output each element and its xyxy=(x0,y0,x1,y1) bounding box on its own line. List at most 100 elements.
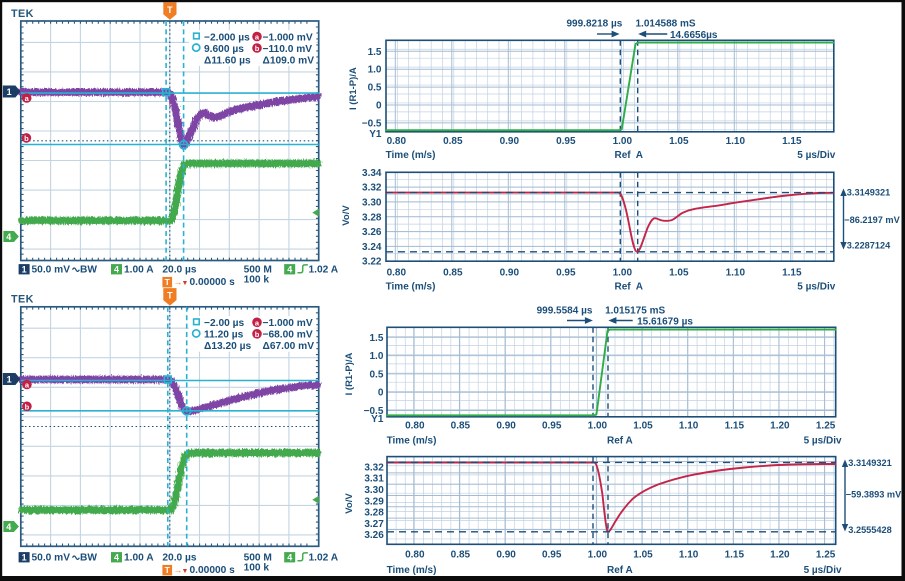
svg-text:0.00000 s: 0.00000 s xyxy=(190,277,236,288)
svg-text:1.00: 1.00 xyxy=(613,136,633,147)
svg-text:1.5: 1.5 xyxy=(369,333,383,344)
svg-text:100 k: 100 k xyxy=(244,274,270,285)
svg-text:BW: BW xyxy=(80,553,97,564)
svg-text:1.05: 1.05 xyxy=(669,136,689,147)
svg-text:3.28: 3.28 xyxy=(362,212,382,223)
svg-text:3.3149321: 3.3149321 xyxy=(848,458,891,468)
svg-text:0.90: 0.90 xyxy=(500,136,520,147)
svg-text:1: 1 xyxy=(7,375,12,385)
svg-text:1.10: 1.10 xyxy=(726,136,746,147)
svg-text:1: 1 xyxy=(22,265,27,275)
svg-text:Δ67.00 mV: Δ67.00 mV xyxy=(263,341,315,352)
svg-text:4: 4 xyxy=(114,553,119,563)
svg-text:50.0 mV: 50.0 mV xyxy=(32,553,71,564)
svg-text:3.30: 3.30 xyxy=(362,197,382,208)
svg-text:3.26: 3.26 xyxy=(364,530,384,541)
svg-text:1.15: 1.15 xyxy=(725,550,745,561)
svg-text:a: a xyxy=(25,94,30,103)
svg-text:Ref A: Ref A xyxy=(615,150,644,161)
svg-text:1.00: 1.00 xyxy=(588,550,608,561)
svg-text:−0.5: −0.5 xyxy=(364,406,384,417)
svg-text:0: 0 xyxy=(376,101,382,112)
svg-text:4: 4 xyxy=(6,232,11,242)
svg-text:1.014588 mS: 1.014588 mS xyxy=(636,19,696,30)
svg-text:500 M: 500 M xyxy=(244,265,272,276)
svg-text:Vo/V: Vo/V xyxy=(341,205,352,226)
svg-text:−1.000 mV: −1.000 mV xyxy=(263,32,313,43)
svg-text:0.5: 0.5 xyxy=(369,369,383,380)
svg-text:3.32: 3.32 xyxy=(362,183,382,194)
svg-text:Y1: Y1 xyxy=(371,414,384,425)
svg-text:TEK: TEK xyxy=(11,294,34,306)
svg-text:b: b xyxy=(25,403,30,412)
svg-text:3.26: 3.26 xyxy=(362,227,382,238)
svg-text:Δ109.0 mV: Δ109.0 mV xyxy=(263,55,315,66)
svg-text:500 M: 500 M xyxy=(244,553,272,564)
svg-text:Δ11.60 µs: Δ11.60 µs xyxy=(204,55,251,66)
svg-text:1.00: 1.00 xyxy=(588,421,608,432)
svg-text:0.85: 0.85 xyxy=(443,267,463,278)
svg-text:0.00000 s: 0.00000 s xyxy=(190,565,236,576)
svg-text:Time (m/s): Time (m/s) xyxy=(386,150,436,161)
svg-text:1.0: 1.0 xyxy=(368,65,382,76)
svg-text:0: 0 xyxy=(378,388,384,399)
svg-text:Δ13.20 µs: Δ13.20 µs xyxy=(204,341,252,352)
svg-text:3.2287124: 3.2287124 xyxy=(847,241,891,251)
svg-text:b: b xyxy=(255,44,260,53)
svg-text:1.10: 1.10 xyxy=(679,550,699,561)
svg-text:1.05: 1.05 xyxy=(633,550,653,561)
svg-text:b: b xyxy=(255,330,260,339)
svg-text:−86.2197 mV: −86.2197 mV xyxy=(844,215,900,225)
svg-text:Y1: Y1 xyxy=(369,129,382,140)
svg-text:1.20: 1.20 xyxy=(770,550,790,561)
svg-text:1.0: 1.0 xyxy=(369,351,383,362)
svg-text:BW: BW xyxy=(80,265,97,276)
svg-text:3.27: 3.27 xyxy=(364,519,384,530)
svg-text:1: 1 xyxy=(7,87,12,97)
svg-text:1.20: 1.20 xyxy=(770,421,790,432)
svg-text:1.00 A: 1.00 A xyxy=(124,265,154,276)
svg-text:−68.00 mV: −68.00 mV xyxy=(263,330,313,341)
svg-text:0.85: 0.85 xyxy=(451,550,471,561)
svg-text:1.05: 1.05 xyxy=(633,421,653,432)
svg-text:3.30: 3.30 xyxy=(364,485,384,496)
svg-text:Ref A: Ref A xyxy=(607,565,633,576)
svg-text:a: a xyxy=(25,381,30,390)
svg-text:0.95: 0.95 xyxy=(556,267,576,278)
svg-text:50.0 mV: 50.0 mV xyxy=(32,265,71,276)
svg-text:TEK: TEK xyxy=(11,8,34,20)
svg-text:1.00 A: 1.00 A xyxy=(124,553,154,564)
svg-text:0.95: 0.95 xyxy=(542,421,562,432)
svg-text:0.80: 0.80 xyxy=(405,421,425,432)
svg-text:a: a xyxy=(255,33,260,42)
svg-text:1.02 A: 1.02 A xyxy=(309,265,339,276)
svg-text:15.61679 µs: 15.61679 µs xyxy=(637,316,693,327)
svg-text:T: T xyxy=(165,277,171,287)
svg-text:−59.3893 mV: −59.3893 mV xyxy=(846,489,902,499)
svg-text:−0.5: −0.5 xyxy=(362,118,382,129)
svg-text:14.6656µs: 14.6656µs xyxy=(670,30,718,41)
svg-text:→: → xyxy=(174,277,183,287)
svg-text:T: T xyxy=(167,5,173,15)
svg-text:0.85: 0.85 xyxy=(443,136,463,147)
svg-text:3.29: 3.29 xyxy=(364,496,384,507)
svg-text:3.22: 3.22 xyxy=(362,257,382,268)
svg-text:1.25: 1.25 xyxy=(816,550,836,561)
svg-text:Time (m/s): Time (m/s) xyxy=(387,436,437,447)
svg-text:b: b xyxy=(24,134,29,143)
svg-text:Time (m/s): Time (m/s) xyxy=(386,282,436,293)
svg-text:−110.0 mV: −110.0 mV xyxy=(263,44,313,55)
svg-text:▼: ▼ xyxy=(182,280,189,287)
svg-text:5 µs/Div: 5 µs/Div xyxy=(797,282,835,293)
svg-text:Time (m/s): Time (m/s) xyxy=(387,565,437,576)
svg-text:5 µs/Div: 5 µs/Div xyxy=(797,150,835,161)
svg-text:1.10: 1.10 xyxy=(679,421,699,432)
svg-text:0.80: 0.80 xyxy=(387,267,407,278)
svg-text:T: T xyxy=(165,565,171,575)
svg-text:3.2555428: 3.2555428 xyxy=(848,525,891,535)
svg-text:Vo/V: Vo/V xyxy=(344,493,355,514)
svg-text:1.15: 1.15 xyxy=(782,136,802,147)
svg-text:→: → xyxy=(174,565,183,575)
svg-text:100 k: 100 k xyxy=(244,562,270,573)
svg-text:0.95: 0.95 xyxy=(556,136,576,147)
